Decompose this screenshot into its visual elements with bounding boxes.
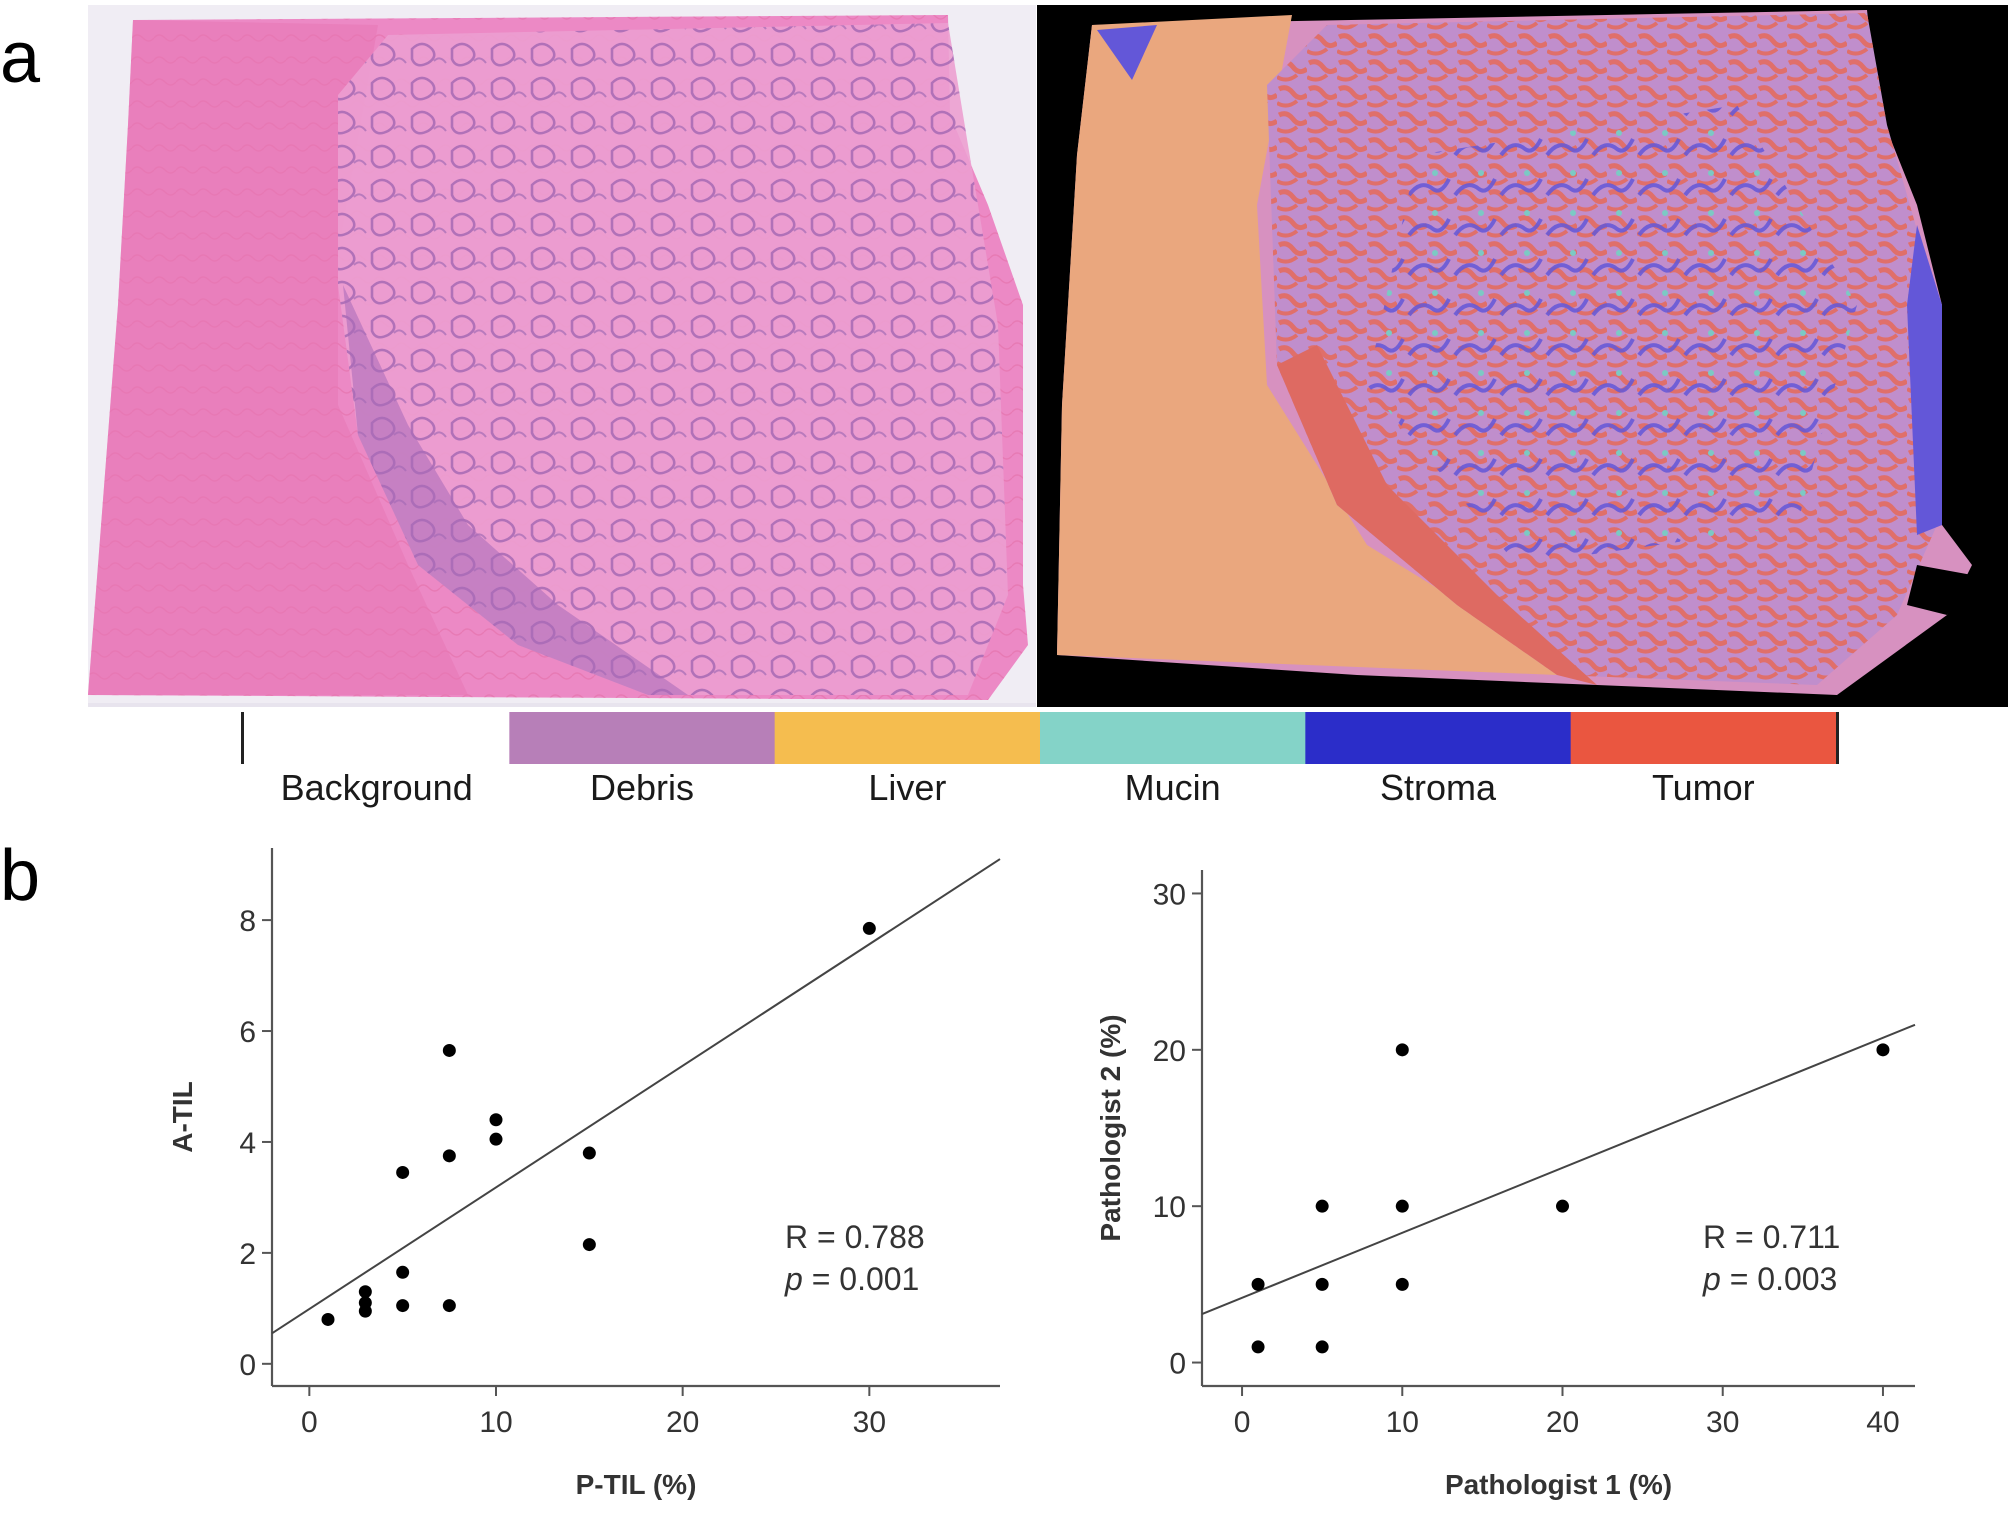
data-point (1556, 1199, 1570, 1213)
regression-line (271, 858, 1001, 1335)
correlation-text: R = 0.788 (785, 1219, 925, 1255)
legend-svg: Background Debris Liver Mucin Stroma Tumor (241, 712, 1839, 808)
x-tick-label: 40 (1866, 1406, 1899, 1439)
data-point (358, 1296, 372, 1310)
data-point (1315, 1199, 1329, 1213)
y-tick-label: 8 (239, 905, 256, 938)
data-point (1395, 1043, 1409, 1057)
y-tick-label: 4 (239, 1127, 256, 1160)
panel-label-a: a (0, 18, 41, 98)
data-point (358, 1285, 372, 1299)
y-axis-label: A-TIL (167, 1081, 198, 1153)
panel-label-b: b (0, 836, 41, 916)
scatter-plot-a-til: 0 10 20 30 0 2 4 6 8 P-TIL (%) A-TIL R = 0.788 p = 0… (167, 848, 1001, 1500)
legend-swatch-background (244, 712, 510, 764)
data-point (442, 1043, 456, 1057)
y-tick-label: 20 (1153, 1035, 1186, 1068)
y-tick-label: 2 (239, 1238, 256, 1271)
legend-swatch-debris (509, 712, 776, 764)
correlation-text: R = 0.711 (1703, 1219, 1840, 1255)
legend-swatch-stroma (1305, 712, 1572, 764)
legend-left-edge (241, 712, 244, 764)
data-point (442, 1149, 456, 1163)
data-point (1251, 1340, 1265, 1354)
scatter-plot-pathologists: 0 10 20 30 40 0 10 20 30 Pathologist 1 (%) Patholo… (1095, 870, 1916, 1500)
x-tick-label: 30 (853, 1406, 886, 1439)
legend-label-stroma: Stroma (1380, 767, 1497, 808)
regression-line (1201, 1023, 1916, 1315)
data-point (396, 1165, 410, 1179)
x-tick-label: 10 (1386, 1406, 1419, 1439)
y-tick-label: 0 (239, 1349, 256, 1382)
y-tick-label: 0 (1169, 1348, 1186, 1381)
class-legend: Background Debris Liver Mucin Stroma Tumor (241, 712, 1839, 808)
segmentation-map-image (1037, 5, 2008, 707)
y-axis-label: Pathologist 2 (%) (1095, 1014, 1126, 1241)
x-tick-label: 0 (1234, 1406, 1251, 1439)
data-point (1395, 1199, 1409, 1213)
legend-swatch-liver (774, 712, 1041, 764)
data-point (396, 1265, 410, 1279)
data-point (582, 1146, 596, 1160)
data-point (489, 1132, 503, 1146)
data-point (862, 921, 876, 935)
data-point (442, 1299, 456, 1313)
data-point (1395, 1277, 1409, 1291)
legend-label-tumor: Tumor (1652, 767, 1755, 808)
he-slide-image (88, 5, 1036, 707)
x-axis-label: P-TIL (%) (576, 1469, 697, 1500)
legend-label-background: Background (281, 767, 473, 808)
p-value-text: p = 0.001 (784, 1261, 919, 1297)
data-point (396, 1299, 410, 1313)
data-point (489, 1113, 503, 1127)
legend-label-debris: Debris (590, 767, 694, 808)
legend-swatch-tumor (1570, 712, 1837, 764)
x-tick-label: 10 (479, 1406, 512, 1439)
x-tick-label: 0 (301, 1406, 318, 1439)
data-point (321, 1312, 335, 1326)
x-tick-label: 20 (1546, 1406, 1579, 1439)
data-point (1315, 1340, 1329, 1354)
legend-label-liver: Liver (868, 767, 946, 808)
x-tick-label: 20 (666, 1406, 699, 1439)
data-point (1876, 1043, 1890, 1057)
x-axis-label: Pathologist 1 (%) (1445, 1469, 1672, 1500)
p-value-text: p = 0.003 (1702, 1261, 1837, 1297)
data-point (1315, 1277, 1329, 1291)
legend-right-edge (1836, 712, 1839, 764)
y-tick-label: 6 (239, 1016, 256, 1049)
y-tick-label: 30 (1153, 878, 1186, 911)
legend-swatch-mucin (1040, 712, 1306, 764)
data-point (1251, 1277, 1265, 1291)
legend-label-mucin: Mucin (1125, 767, 1221, 808)
x-tick-label: 30 (1706, 1406, 1739, 1439)
data-point (582, 1238, 596, 1252)
y-tick-label: 10 (1153, 1191, 1186, 1224)
